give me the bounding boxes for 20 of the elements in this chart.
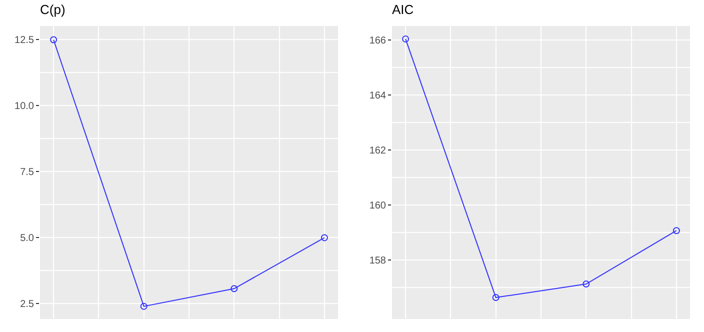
y-tick-label: 5.0 [20, 233, 34, 244]
point [230, 285, 238, 292]
y-tick-label: 160 [369, 200, 386, 212]
point [402, 35, 410, 42]
y-tick-label: 158 [369, 256, 386, 267]
point [582, 280, 590, 288]
y-tick-label: 162 [369, 145, 386, 156]
y-tick-label: 2.5 [20, 299, 34, 310]
point [672, 227, 680, 234]
chart-title: AIC [392, 2, 414, 18]
point [140, 302, 148, 310]
y-tick-label: 10.0 [14, 101, 34, 112]
chart-title: C(p) [40, 2, 66, 18]
point [492, 294, 500, 302]
y-tick-label: 7.5 [20, 167, 34, 178]
point [320, 234, 328, 242]
point [50, 36, 58, 44]
y-tick-label: 164 [369, 90, 386, 102]
y-tick-label: 12.5 [14, 35, 34, 46]
y-tick-label: 166 [369, 35, 386, 46]
